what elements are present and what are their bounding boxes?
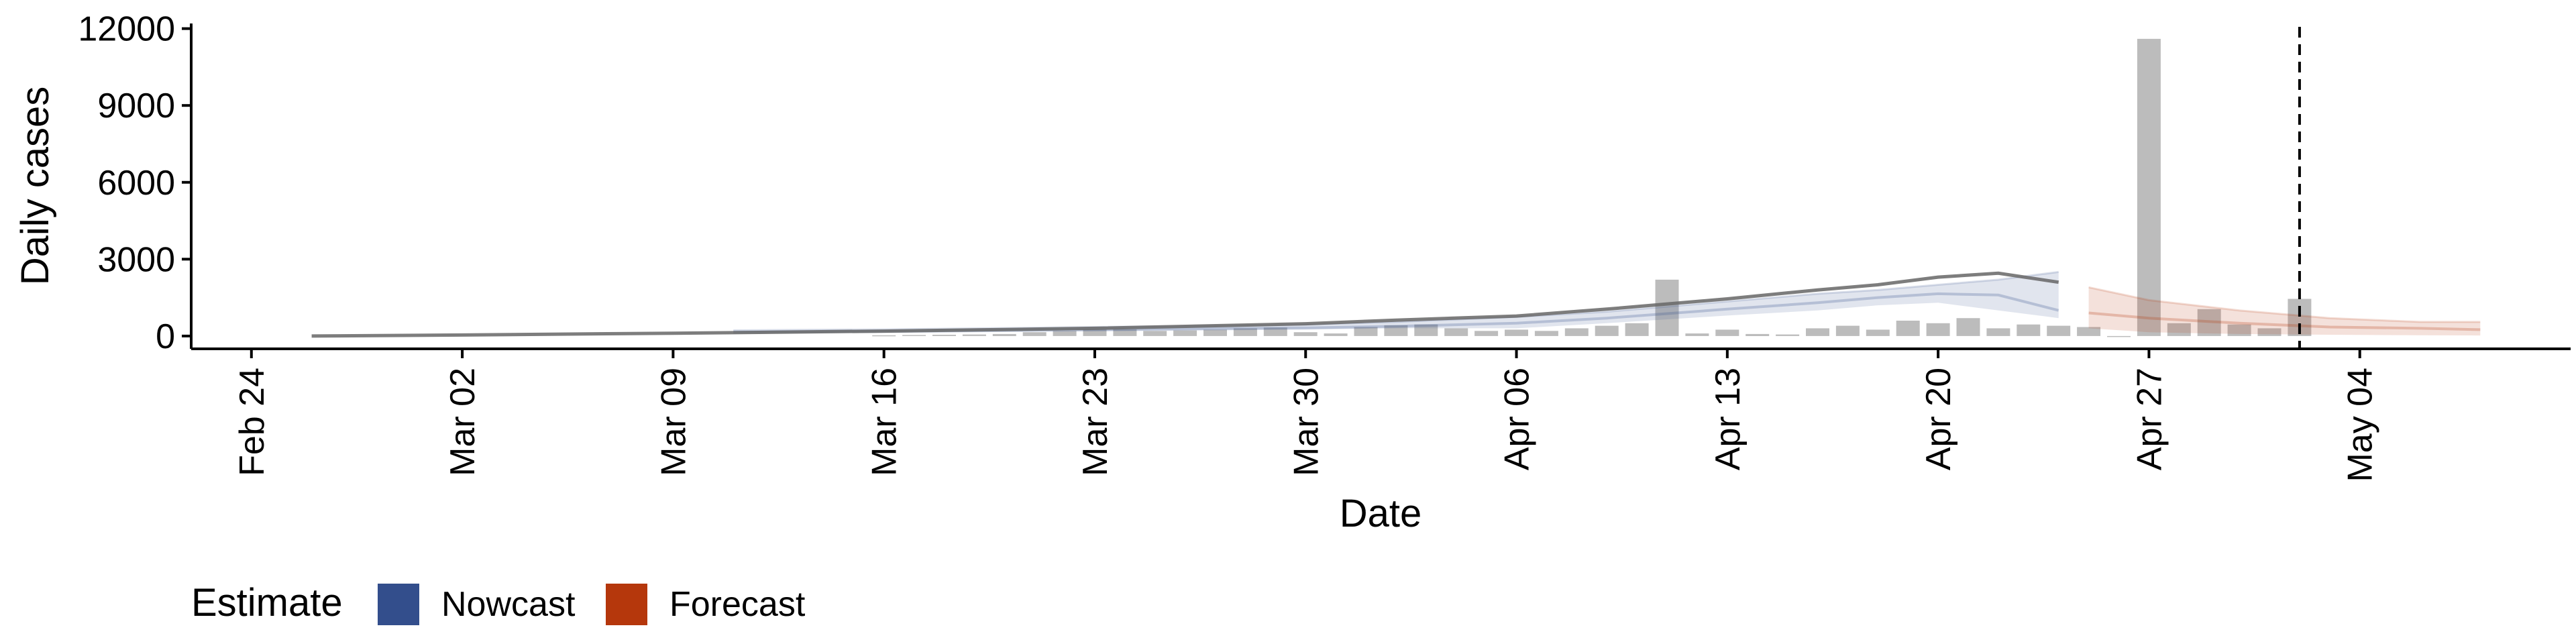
legend-label-nowcast: Nowcast xyxy=(441,585,576,624)
case-bar xyxy=(1776,334,1800,336)
case-bar xyxy=(1715,329,1739,336)
case-bar xyxy=(2227,324,2251,336)
y-tick-label: 3000 xyxy=(97,240,175,279)
forecast-median-line xyxy=(2088,311,2481,331)
history-line xyxy=(311,271,2059,338)
case-bar xyxy=(962,334,986,336)
case-bar xyxy=(1534,331,1558,336)
case-bar xyxy=(2257,328,2282,336)
case-bar xyxy=(1022,332,1046,336)
x-tick-label: Feb 24 xyxy=(233,368,272,476)
case-bar xyxy=(1866,329,1890,336)
case-bar xyxy=(1113,329,1137,336)
case-bar xyxy=(1505,329,1528,336)
case-bar xyxy=(1926,323,1950,336)
case-bar xyxy=(1835,325,1860,336)
case-bar xyxy=(1625,323,1649,336)
case-bar xyxy=(1263,327,1287,336)
x-tick-label: Apr 13 xyxy=(1709,368,1748,470)
case-bar xyxy=(1474,331,1499,336)
case-bar xyxy=(1414,324,1438,336)
nowcast-ribbon xyxy=(733,272,2059,334)
case-bar xyxy=(2197,309,2221,336)
case-bar xyxy=(1564,328,1589,336)
x-tick-label: Mar 30 xyxy=(1287,368,1326,476)
case-bar xyxy=(1956,318,1980,336)
x-tick-label: Mar 16 xyxy=(865,368,904,476)
case-bar xyxy=(1083,329,1107,336)
x-tick-label: Mar 09 xyxy=(654,368,693,476)
case-bar xyxy=(992,333,1016,336)
x-tick-label: Mar 02 xyxy=(443,368,482,476)
y-axis-title: Daily cases xyxy=(13,87,57,286)
case-bar xyxy=(1293,332,1318,336)
case-bar xyxy=(1354,327,1378,336)
x-tick-label: Mar 23 xyxy=(1076,368,1115,476)
case-bar xyxy=(2077,327,2101,336)
case-bar xyxy=(2047,325,2071,336)
case-bar xyxy=(2017,324,2041,336)
forecast-ribbon xyxy=(2088,287,2481,336)
case-bar xyxy=(1685,333,1709,336)
case-bar xyxy=(1746,333,1770,336)
case-bar xyxy=(1986,328,2010,336)
x-tick-label: May 04 xyxy=(2341,368,2380,482)
case-bar xyxy=(902,335,926,336)
legend: Estimate Nowcast Forecast xyxy=(191,581,806,625)
legend-swatch-forecast xyxy=(606,584,647,625)
case-bar xyxy=(1595,325,1619,336)
x-tick-label: Apr 06 xyxy=(1498,368,1537,470)
x-axis-title: Date xyxy=(1340,492,1422,535)
x-tick-label: Apr 27 xyxy=(2130,368,2169,470)
case-bar xyxy=(1233,328,1257,336)
case-bar xyxy=(1053,331,1077,336)
case-bar xyxy=(1324,333,1348,336)
case-bar xyxy=(1896,321,1920,336)
forecast-upper-line xyxy=(2088,286,2481,323)
y-tick-label: 12000 xyxy=(78,10,175,49)
case-bar xyxy=(2107,335,2131,337)
case-bar xyxy=(1173,330,1197,336)
y-tick-label: 0 xyxy=(156,317,175,356)
axes: 0 3000 6000 9000 12000 Feb 24 Mar 02 Mar 09 Mar … xyxy=(78,10,2571,482)
case-bar xyxy=(1655,279,1679,336)
case-bar xyxy=(1143,331,1167,336)
case-bar xyxy=(2137,38,2161,336)
case-bar xyxy=(1806,328,1829,336)
case-bar xyxy=(2167,323,2191,336)
legend-swatch-nowcast xyxy=(378,584,419,625)
y-tick-label: 6000 xyxy=(97,164,175,203)
nowcast-median-line xyxy=(733,292,2059,334)
plot-area xyxy=(311,27,2481,349)
case-bar xyxy=(1203,329,1227,336)
legend-label-forecast: Forecast xyxy=(669,585,806,624)
y-tick-label: 9000 xyxy=(97,87,175,125)
case-bar xyxy=(1384,325,1408,336)
case-bar xyxy=(872,335,896,337)
case-bar xyxy=(932,335,956,336)
x-tick-label: Apr 20 xyxy=(1919,368,1958,470)
legend-title: Estimate xyxy=(191,581,343,625)
case-bar xyxy=(1444,328,1468,336)
